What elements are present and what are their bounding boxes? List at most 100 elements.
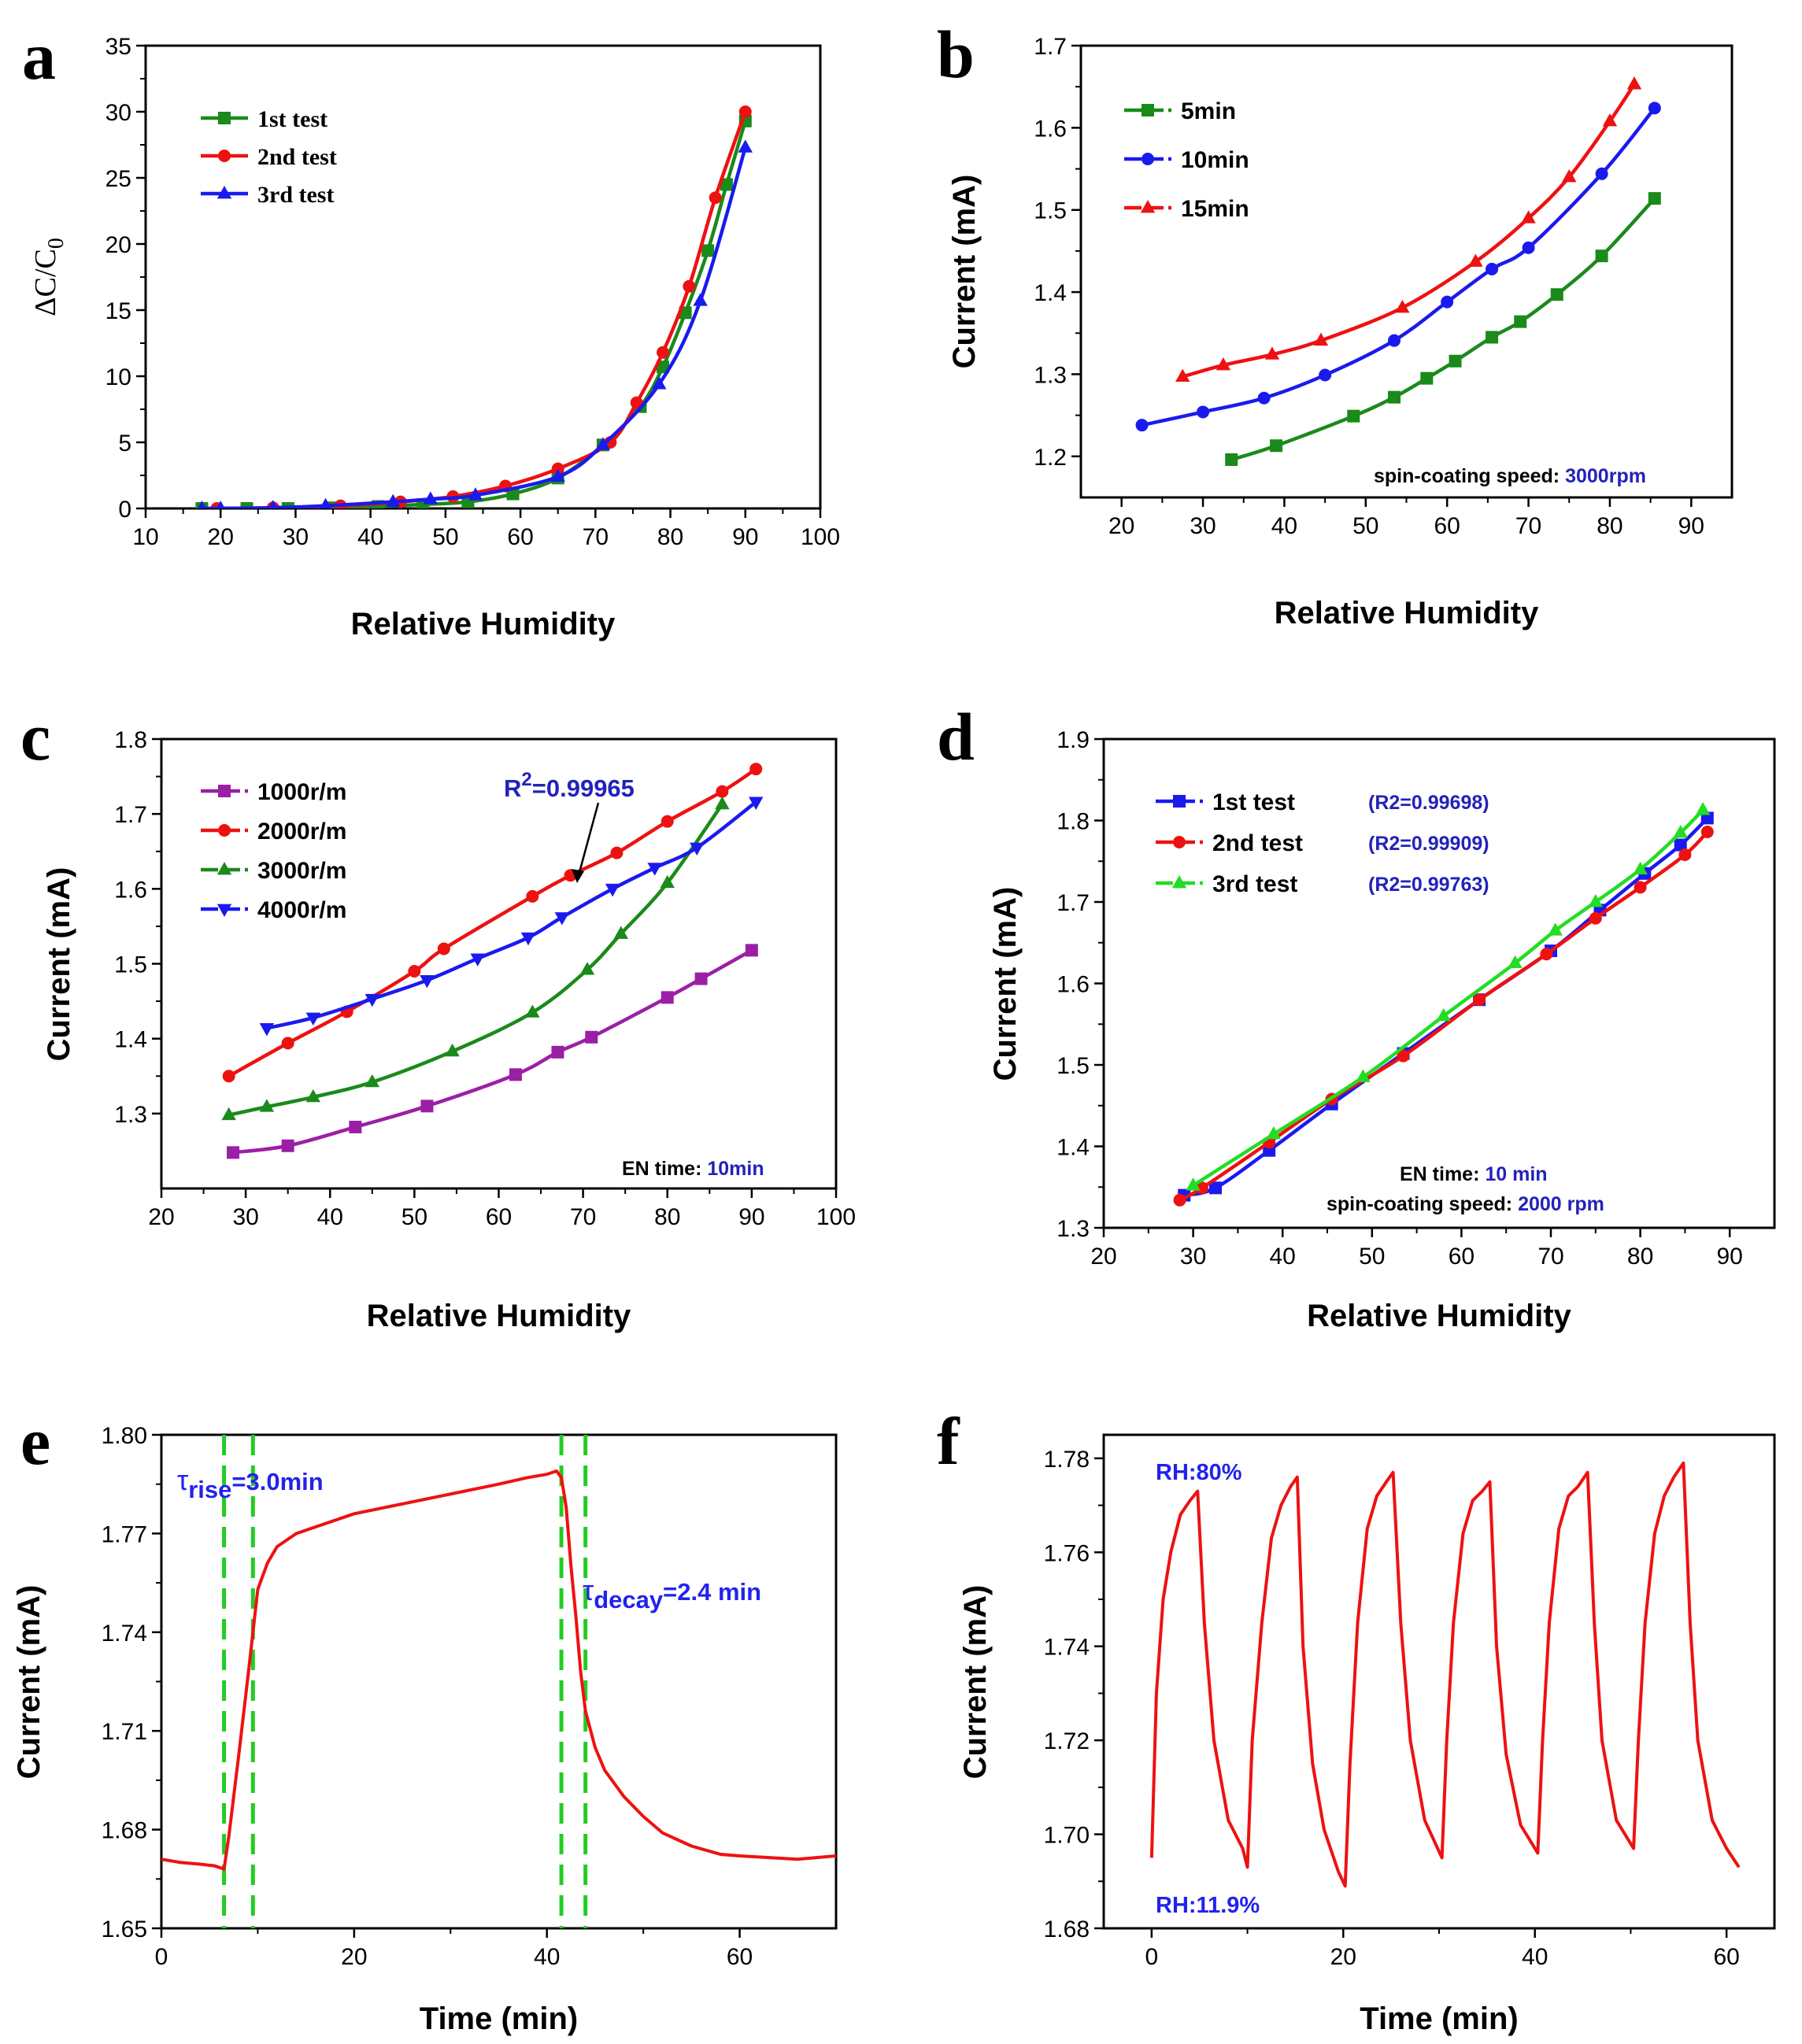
data-point [1634,881,1647,894]
data-point [1420,371,1434,385]
legend-marker [218,785,231,797]
x-tick-label: 100 [816,1204,856,1230]
legend-marker [218,150,231,162]
panel-f: f 0 20 40 60 1.68 1.70 1.72 1.74 1.76 1.78 Time (mi… [937,1403,1776,2036]
data-point [1508,955,1523,969]
data-point [1588,894,1603,907]
data-point [551,462,564,475]
data-point [1186,1177,1201,1191]
y-axis-label: Current (mA) [958,1585,993,1780]
data-point [1540,948,1553,961]
data-point [305,1012,321,1026]
data-point [281,502,294,508]
x-tick-label: 40 [534,1944,560,1970]
data-point [1521,210,1536,224]
data-point [1674,838,1687,852]
rh-high-label: RH:80% [1156,1460,1242,1485]
plot-frame [1079,44,1734,499]
data-point [550,468,565,482]
tau-rise-label: τrise=3.0min [177,1464,324,1503]
legend-label: 15min [1181,196,1249,222]
x-tick-label: 0 [155,1944,168,1970]
y-tick-label: 1.4 [114,1027,147,1053]
data-point [1486,331,1499,344]
data-point [749,797,764,810]
data-point [1595,249,1608,263]
x-tick-label: 40 [1522,1944,1548,1970]
y-tick-label: 1.6 [1056,972,1090,998]
data-point [1473,993,1486,1007]
series-line [161,1469,836,1871]
panel-letter: b [937,17,975,92]
y-tick-label: 1.78 [1044,1447,1090,1473]
x-tick-label: 20 [341,1944,367,1970]
y-tick-label: 20 [105,232,131,258]
y-tick-label: 1.7 [1056,890,1090,916]
series-3000r-m [221,796,730,1121]
data-point [715,796,730,810]
y-tick-label: 1.65 [102,1916,147,1942]
series-2000r-m [222,763,763,1083]
y-tick-label: 15 [105,298,131,324]
panel-letter: f [937,1403,960,1479]
series-line [1192,808,1704,1188]
x-tick-label: 80 [657,524,683,550]
data-point [420,1100,434,1113]
data-point [630,396,643,409]
series-5min [1225,192,1661,466]
data-point [1695,802,1711,815]
series-10min [1135,102,1661,432]
data-point [1626,76,1642,90]
data-point [1313,332,1329,346]
data-point [709,191,722,205]
y-tick-label: 1.80 [102,1423,147,1449]
y-tick-label: 5 [118,431,131,456]
x-tick-label: 0 [1145,1944,1159,1970]
x-tick-label: 50 [401,1204,427,1230]
y-tick-label: 1.5 [114,952,147,978]
x-tick-label: 20 [208,524,234,550]
r2-arrowhead [572,869,584,883]
y-axis-label: Current (mA) [12,1585,46,1780]
legend-marker [216,862,232,875]
legend-label: 3000r/m [257,858,346,884]
legend-item: 1st test (R2=0.99698) [1156,789,1489,815]
data-point [197,501,207,508]
legend-label: 1st test [1212,789,1295,815]
data-point [525,1004,540,1018]
data-point [1225,453,1238,466]
x-tick-label: 40 [1271,513,1297,539]
x-tick-label: 80 [654,1204,680,1230]
tau-decay-label: τdecay=2.4 min [583,1574,761,1613]
x-axis-label: Relative Humidity [367,1299,631,1333]
data-point [1595,167,1608,180]
x-tick-label: 30 [1180,1244,1206,1270]
series-line [1142,106,1656,427]
x-tick-label: 30 [232,1204,258,1230]
y-tick-label: 25 [105,166,131,192]
series-1st-test [195,114,752,508]
data-point [408,965,421,978]
data-point [509,1068,522,1081]
data-point [1173,1193,1186,1207]
data-point [605,883,620,897]
y-tick-label: 1.68 [102,1818,147,1844]
x-tick-label: 60 [507,524,533,550]
legend-item: 5min [1124,98,1236,124]
data-point [386,493,401,507]
y-tick-label: 1.77 [102,1521,147,1547]
panel-a: a 10 20 30 40 50 60 70 80 90 100 0 5 10 15 20 25 30 35 Rela… [22,18,840,641]
data-point [305,1089,321,1103]
legend-item: 1000r/m [201,779,346,805]
data-point [281,1037,294,1050]
legend-item: 3rd test (R2=0.99763) [1156,871,1489,897]
data-point [364,1074,380,1088]
data-point [551,1045,564,1059]
x-tick-label: 60 [1449,1244,1475,1270]
data-point [1387,334,1401,347]
panel-letter: a [22,18,56,94]
data-point [1522,241,1535,254]
data-point [1449,354,1462,368]
series-4000r-m [259,797,764,1037]
data-point [221,1107,236,1121]
